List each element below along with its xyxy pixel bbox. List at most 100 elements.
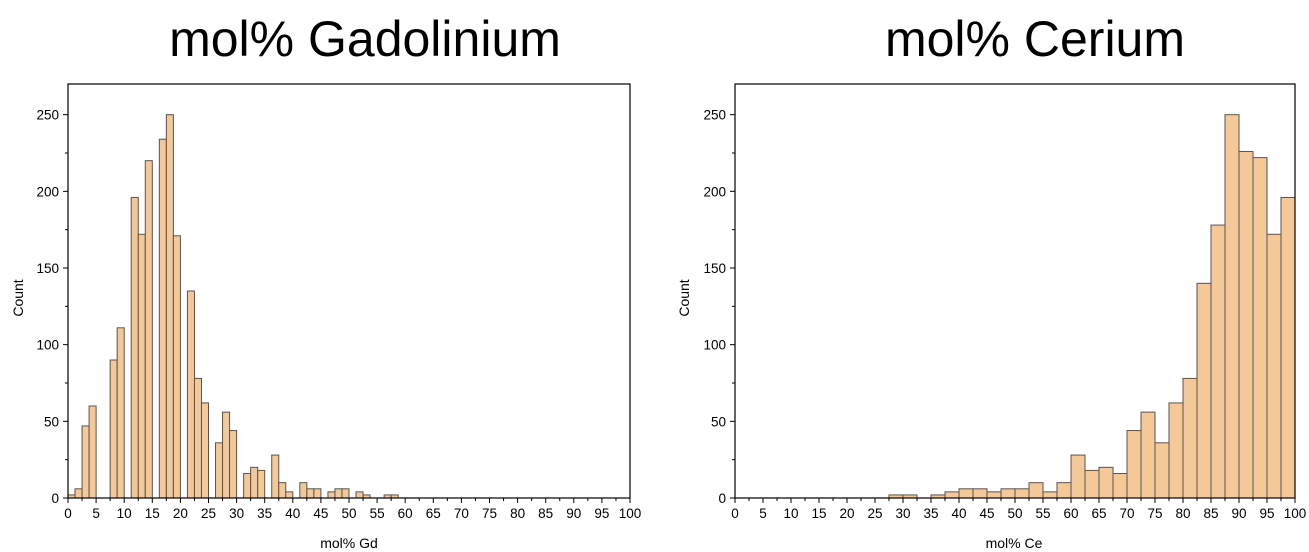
- y-tick-label: 0: [51, 491, 59, 506]
- y-tick-label: 100: [36, 338, 59, 353]
- y-tick-label: 150: [36, 261, 59, 276]
- x-tick-label: 5: [92, 506, 100, 521]
- histogram-bar: [355, 491, 364, 499]
- x-tick-label: 65: [1091, 506, 1106, 521]
- x-tick-label: 45: [313, 506, 328, 521]
- x-tick-label: 5: [759, 506, 767, 521]
- y-tick-label: 50: [711, 414, 726, 429]
- y-tick-label: 200: [36, 184, 59, 199]
- histogram-bar: [327, 491, 336, 499]
- x-tick-label: 25: [201, 506, 216, 521]
- histogram-bar: [986, 491, 1002, 499]
- x-tick-label: 15: [145, 506, 160, 521]
- histogram-bar: [74, 488, 83, 499]
- histogram-bar: [222, 411, 231, 499]
- x-tick-label: 50: [341, 506, 356, 521]
- histogram-bar: [958, 488, 974, 499]
- x-tick-label: 45: [979, 506, 994, 521]
- histogram-bar: [165, 114, 174, 499]
- histogram-bar: [1224, 114, 1240, 499]
- x-tick-label: 15: [811, 506, 826, 521]
- histogram-bar: [1056, 482, 1072, 499]
- chart-title: mol% Cerium: [885, 11, 1185, 67]
- histogram-bar: [243, 472, 252, 499]
- y-tick-label: 200: [703, 184, 726, 199]
- x-axis-label: mol% Gd: [320, 535, 378, 551]
- histogram-bar: [186, 290, 195, 499]
- histogram-bar: [1098, 466, 1114, 499]
- x-tick-label: 40: [285, 506, 300, 521]
- x-tick-label: 25: [867, 506, 882, 521]
- x-tick-label: 10: [117, 506, 132, 521]
- chart-gadolinium: mol% Gadolinium mol% Gd Count 0 5 10 15 20 25…: [10, 11, 641, 551]
- x-tick-label: 95: [1259, 506, 1274, 521]
- histogram-bar: [1238, 150, 1254, 499]
- histogram-bar: [334, 488, 343, 499]
- x-tick-label: 0: [64, 506, 72, 521]
- x-tick-label: 60: [1063, 506, 1078, 521]
- x-tick-label: 40: [951, 506, 966, 521]
- histogram-bar: [1196, 282, 1212, 499]
- x-tick-label: 85: [1203, 506, 1218, 521]
- x-tick-label: 30: [895, 506, 910, 521]
- x-tick-label: 75: [1147, 506, 1162, 521]
- histogram-bar: [116, 327, 125, 499]
- histogram-bar: [271, 454, 280, 499]
- x-tick-label: 90: [1231, 506, 1246, 521]
- y-axis-label: Count: [676, 279, 692, 316]
- y-tick-label: 0: [718, 491, 726, 506]
- x-tick-label: 35: [923, 506, 938, 521]
- histogram-bar: [1210, 224, 1226, 499]
- y-tick-label: 100: [703, 338, 726, 353]
- histogram-bar: [250, 466, 259, 499]
- histogram-bar: [1182, 377, 1198, 499]
- x-tick-label: 100: [619, 506, 642, 521]
- histogram-bar: [1154, 442, 1170, 499]
- histogram-bar: [1084, 469, 1100, 499]
- histogram-bar: [278, 482, 287, 499]
- x-tick-label: 80: [510, 506, 525, 521]
- x-tick-label: 70: [454, 506, 469, 521]
- x-tick-label: 50: [1007, 506, 1022, 521]
- y-tick-label: 250: [36, 108, 59, 123]
- histogram-bar: [109, 359, 118, 499]
- histogram-bar: [137, 233, 146, 499]
- x-tick-label: 90: [566, 506, 581, 521]
- x-tick-label: 35: [257, 506, 272, 521]
- histogram-bar: [229, 430, 238, 499]
- histogram-bar: [1042, 491, 1058, 499]
- histogram-bar: [172, 235, 181, 499]
- x-tick-label: 65: [426, 506, 441, 521]
- histogram-bar: [144, 160, 153, 499]
- histogram-bar: [1126, 430, 1142, 499]
- histogram-bar: [944, 491, 960, 499]
- histogram-bar: [193, 377, 202, 499]
- chart-cerium: mol% Cerium mol% Ce Count 0 5 10 15 20 25 30 35…: [676, 11, 1306, 551]
- histogram-bar: [313, 488, 322, 499]
- x-tick-label: 30: [229, 506, 244, 521]
- x-axis-label: mol% Ce: [986, 535, 1043, 551]
- x-tick-label: 70: [1119, 506, 1134, 521]
- histogram-bar: [200, 402, 210, 499]
- y-axis-label: Count: [10, 279, 26, 316]
- histogram-bar: [215, 442, 224, 499]
- histogram-bar: [1280, 196, 1296, 499]
- histogram-bar: [1140, 411, 1156, 499]
- histogram-bar: [1266, 233, 1282, 499]
- x-tick-label: 0: [731, 506, 739, 521]
- x-tick-label: 10: [783, 506, 798, 521]
- x-tick-label: 100: [1284, 506, 1307, 521]
- histogram-bar: [130, 196, 139, 499]
- x-tick-label: 95: [594, 506, 609, 521]
- y-tick-label: 150: [703, 261, 726, 276]
- histogram-bar: [341, 488, 350, 499]
- x-tick-label: 80: [1175, 506, 1190, 521]
- y-tick-label: 50: [44, 414, 59, 429]
- histogram-bar: [81, 425, 90, 499]
- x-tick-label: 20: [173, 506, 188, 521]
- x-tick-label: 75: [482, 506, 497, 521]
- histogram-bar: [1112, 472, 1128, 499]
- histogram-bar: [1070, 454, 1086, 499]
- x-tick-label: 85: [538, 506, 553, 521]
